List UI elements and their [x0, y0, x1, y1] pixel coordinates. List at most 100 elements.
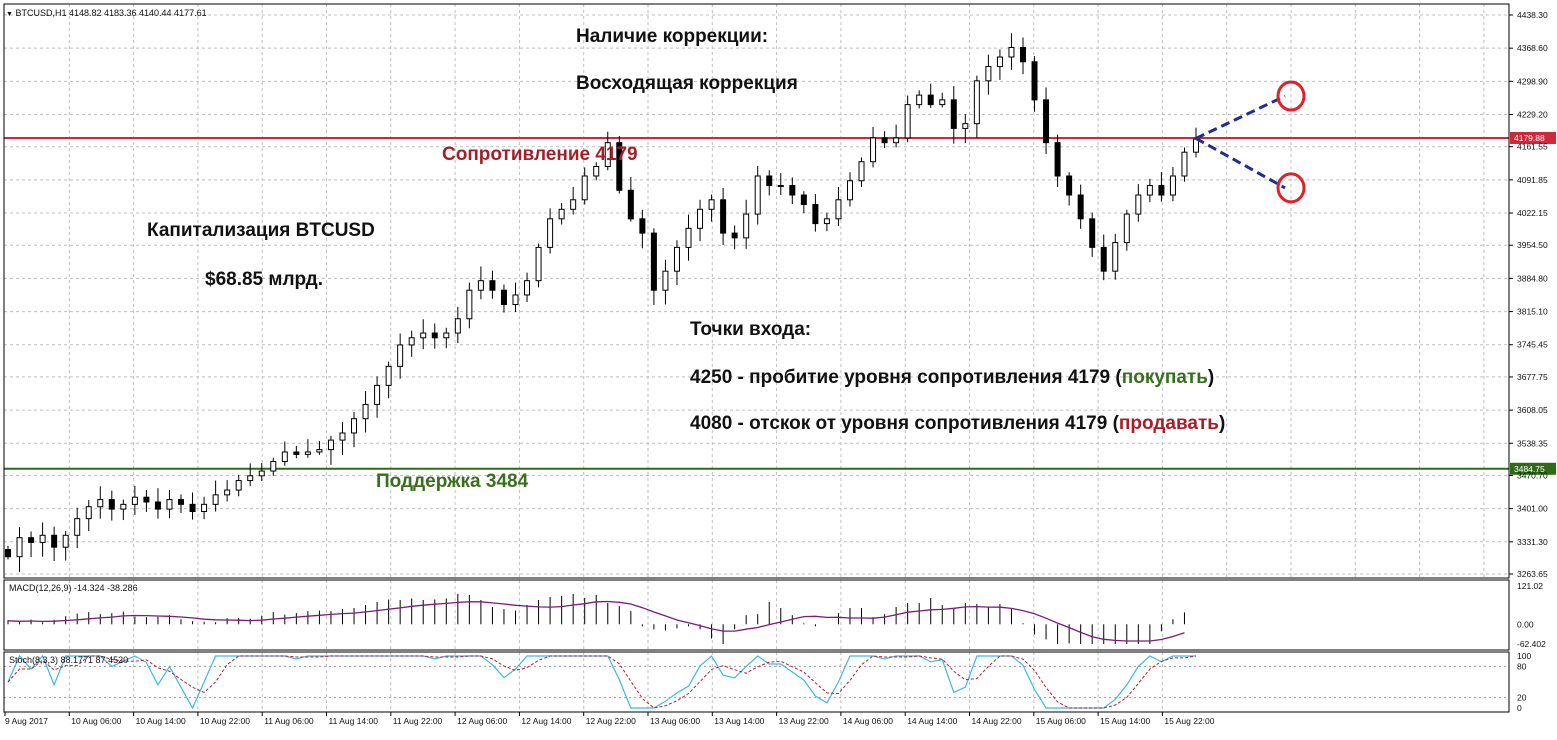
x-tick-label: 15 Aug 14:00 [1100, 716, 1150, 726]
x-tick-label: 10 Aug 22:00 [200, 716, 250, 726]
candle [1031, 56, 1038, 112]
candle [846, 172, 853, 207]
candle-body-bull [304, 451, 311, 455]
sell-label: продавать [1118, 413, 1219, 434]
candle-body-bull [281, 451, 288, 463]
candle [754, 165, 761, 225]
candle-body-bear [881, 137, 888, 144]
candle-body-bear [616, 142, 623, 191]
candle-body-bear [500, 289, 507, 305]
candle [708, 194, 715, 222]
candle [1169, 166, 1176, 202]
candle-body-bull [939, 99, 946, 106]
support-price-label: 3484.75 [1514, 464, 1545, 474]
x-tick-label: 13 Aug 22:00 [779, 716, 829, 726]
candle [212, 480, 219, 512]
candle-body-bear [489, 280, 496, 291]
candle [443, 327, 450, 349]
candle-body-bull [339, 432, 346, 441]
stoch-tick-label: 80 [1517, 661, 1527, 671]
candle-body-bear [639, 218, 646, 234]
stoch-tick-label: 0 [1517, 703, 1522, 713]
candle [789, 177, 796, 205]
candle [339, 422, 346, 455]
candle [235, 474, 242, 497]
candle-body-bear [1019, 47, 1026, 63]
candle [1181, 147, 1188, 182]
stoch-signal-line [7, 655, 1197, 709]
candle-body-bull [454, 318, 461, 334]
candle [5, 545, 11, 560]
candle [1112, 234, 1119, 280]
dropdown-triangle-icon[interactable]: ▼ [6, 11, 13, 18]
candle-body-bull [846, 180, 853, 201]
forecast-line [1195, 94, 1286, 140]
x-tick-label: 15 Aug 06:00 [1036, 716, 1086, 726]
candle [351, 412, 358, 448]
entry-point-1-text: 4250 - пробитие уровня сопротивления 417… [690, 367, 1122, 388]
x-tick-label: 12 Aug 14:00 [521, 716, 571, 726]
resistance-price-tag [1510, 131, 1556, 144]
y-tick-label: 4438.30 [1517, 10, 1548, 20]
candle-body-bull [74, 518, 81, 536]
candle [927, 83, 934, 108]
resistance-price-label: 4179.88 [1514, 133, 1545, 143]
candle-body-bear [28, 537, 35, 543]
candle [662, 259, 669, 305]
candle [581, 167, 588, 205]
candle [812, 194, 819, 232]
candle-body-bull [212, 494, 219, 505]
y-tick-label: 3331.30 [1517, 537, 1548, 547]
x-tick-label: 14 Aug 06:00 [843, 716, 893, 726]
forecast-line [1195, 137, 1286, 190]
candle [1077, 184, 1084, 229]
candle [316, 441, 323, 455]
candle [108, 490, 115, 521]
candle [766, 170, 773, 196]
y-tick-label: 3745.45 [1517, 340, 1548, 350]
candle-body-bull [120, 503, 127, 510]
candle [535, 243, 542, 288]
candle-body-bull [743, 213, 750, 239]
y-tick-label: 3538.35 [1517, 438, 1548, 448]
y-tick-label: 3401.00 [1517, 504, 1548, 514]
entry-point-1-end: ) [1207, 367, 1215, 388]
symbol-info-text: BTCUSD,H1 4148.82 4183.36 4140.44 4177.6… [15, 8, 207, 18]
candle [178, 494, 185, 513]
candle-body-bull [97, 499, 104, 508]
candle-body-bear [627, 189, 634, 220]
candle-body-bear [1054, 142, 1061, 177]
candle-body-bull [823, 218, 830, 225]
y-tick-label: 3815.10 [1517, 307, 1548, 317]
candle-body-bear [189, 503, 196, 512]
candle-body-bear [789, 185, 796, 196]
entry-point-1: 4250 - пробитие уровня сопротивления 417… [690, 367, 1214, 389]
candle [570, 186, 577, 215]
candle [823, 212, 830, 232]
entry-points-title: Точки входа: [690, 319, 812, 340]
candle-body-bear [731, 232, 738, 239]
candle [374, 376, 381, 418]
candle [697, 199, 704, 242]
candle-body-bear [1043, 99, 1050, 144]
candle-body-bull [547, 218, 554, 248]
candle [743, 199, 750, 249]
candle-body-bull [408, 337, 415, 346]
candle [720, 187, 727, 245]
candle-body-bull [1112, 242, 1119, 272]
candle [189, 492, 196, 520]
candle-body-bull [962, 123, 969, 129]
candle-body-bull [524, 280, 531, 296]
candle [1043, 87, 1050, 155]
candle-body-bull [1008, 47, 1015, 58]
y-tick-label: 4368.60 [1517, 43, 1548, 53]
candle [1054, 134, 1061, 187]
candle-body-bull [270, 461, 277, 472]
candle [97, 486, 104, 519]
candle [650, 228, 657, 305]
y-tick-label: 4091.85 [1517, 175, 1548, 185]
y-tick-label: 3470.70 [1517, 470, 1548, 480]
candle-body-bull [673, 246, 680, 272]
